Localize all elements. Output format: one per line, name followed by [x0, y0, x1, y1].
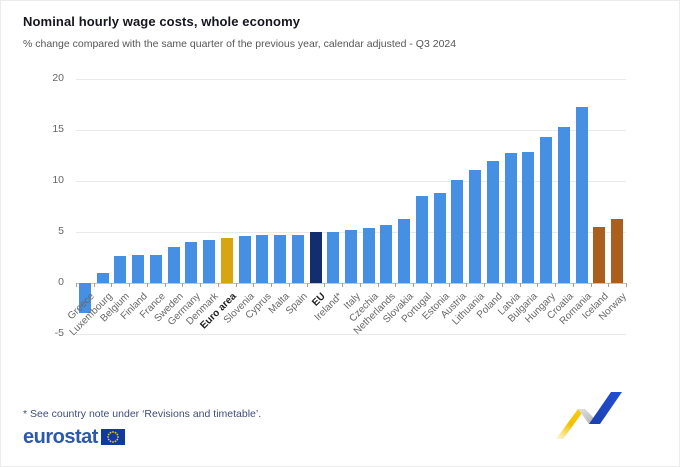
- trend-arrow-decoration-icon: [556, 392, 622, 439]
- x-axis-tick: [430, 283, 432, 287]
- bar-portugal: [415, 196, 428, 283]
- x-axis-tick: [271, 283, 273, 287]
- footnote: * See country note under ‘Revisions and …: [23, 408, 262, 420]
- gridline-20: [76, 79, 626, 80]
- x-axis-tick: [501, 283, 503, 287]
- x-axis-tick: [537, 283, 539, 287]
- eurostat-logo: eurostat: [23, 427, 125, 447]
- x-axis-tick: [626, 283, 627, 287]
- x-axis-tick: [306, 283, 308, 287]
- bar-malta: [274, 235, 287, 283]
- y-axis-label-20: 20: [52, 72, 64, 84]
- bar-latvia: [504, 153, 517, 283]
- x-axis-tick: [235, 283, 237, 287]
- x-axis-tick: [608, 283, 610, 287]
- bar-germany: [185, 242, 198, 283]
- bar-spain: [291, 235, 304, 283]
- eurostat-logo-text: eurostat: [23, 426, 98, 448]
- x-axis-tick: [395, 283, 397, 287]
- bar-belgium: [114, 256, 127, 283]
- bar-ireland: [327, 232, 340, 283]
- x-axis-tick: [324, 283, 326, 287]
- y-axis-label-15: 15: [52, 123, 64, 135]
- x-axis-tick: [484, 283, 486, 287]
- x-axis-tick: [93, 283, 95, 287]
- y-axis-label--5: -5: [54, 327, 64, 339]
- bar-euro-area: [220, 238, 233, 283]
- x-axis-tick: [76, 283, 77, 287]
- bar-france: [149, 255, 162, 283]
- bar-bulgaria: [522, 152, 535, 283]
- bar-italy: [345, 229, 357, 283]
- x-axis-tick: [200, 283, 202, 287]
- bar-norway: [611, 218, 624, 283]
- bar-luxembourg: [96, 272, 109, 283]
- bar-cyprus: [256, 235, 269, 283]
- bar-denmark: [203, 240, 216, 283]
- gridline--5: [76, 334, 626, 335]
- x-axis-tick: [288, 283, 290, 287]
- bar-sweden: [167, 247, 180, 283]
- bar-slovenia: [238, 236, 251, 283]
- bar-lithuania: [469, 169, 482, 283]
- bar-estonia: [433, 193, 446, 283]
- y-axis-label-0: 0: [58, 276, 64, 288]
- x-axis-tick: [377, 283, 379, 287]
- x-axis-tick: [359, 283, 361, 287]
- bar-finland: [132, 255, 145, 283]
- chart-title: Nominal hourly wage costs, whole economy: [23, 14, 301, 29]
- x-axis-tick: [590, 283, 592, 287]
- bar-austria: [451, 179, 464, 283]
- gridline-15: [76, 130, 626, 131]
- gridline-0: [76, 283, 626, 284]
- bar-croatia: [557, 126, 570, 283]
- x-axis-tick: [111, 283, 113, 287]
- x-axis-tick: [146, 283, 148, 287]
- bar-netherlands: [380, 224, 393, 283]
- bar-romania: [575, 106, 588, 283]
- x-axis-tick: [129, 283, 131, 287]
- x-axis-tick: [413, 283, 415, 287]
- bar-greece: [78, 283, 91, 313]
- x-axis-tick: [555, 283, 557, 287]
- chart-subtitle: % change compared with the same quarter …: [23, 38, 457, 50]
- eu-flag-icon: [100, 429, 125, 445]
- x-axis-tick: [519, 283, 521, 287]
- bar-poland: [486, 160, 499, 283]
- x-axis-tick: [342, 283, 344, 287]
- bar-hungary: [540, 137, 553, 283]
- x-axis-tick: [217, 283, 219, 287]
- x-axis-tick: [182, 283, 184, 287]
- y-axis-label-5: 5: [58, 225, 64, 237]
- x-axis-tick: [448, 283, 450, 287]
- bar-eu: [309, 232, 322, 283]
- x-axis-tick: [253, 283, 255, 287]
- x-axis-tick: [466, 283, 468, 287]
- bar-iceland: [593, 226, 606, 283]
- gridline-10: [76, 181, 626, 182]
- bar-slovakia: [398, 218, 411, 283]
- bar-czechia: [362, 227, 375, 283]
- x-axis-tick: [572, 283, 574, 287]
- x-axis-tick: [164, 283, 166, 287]
- y-axis-label-10: 10: [52, 174, 64, 186]
